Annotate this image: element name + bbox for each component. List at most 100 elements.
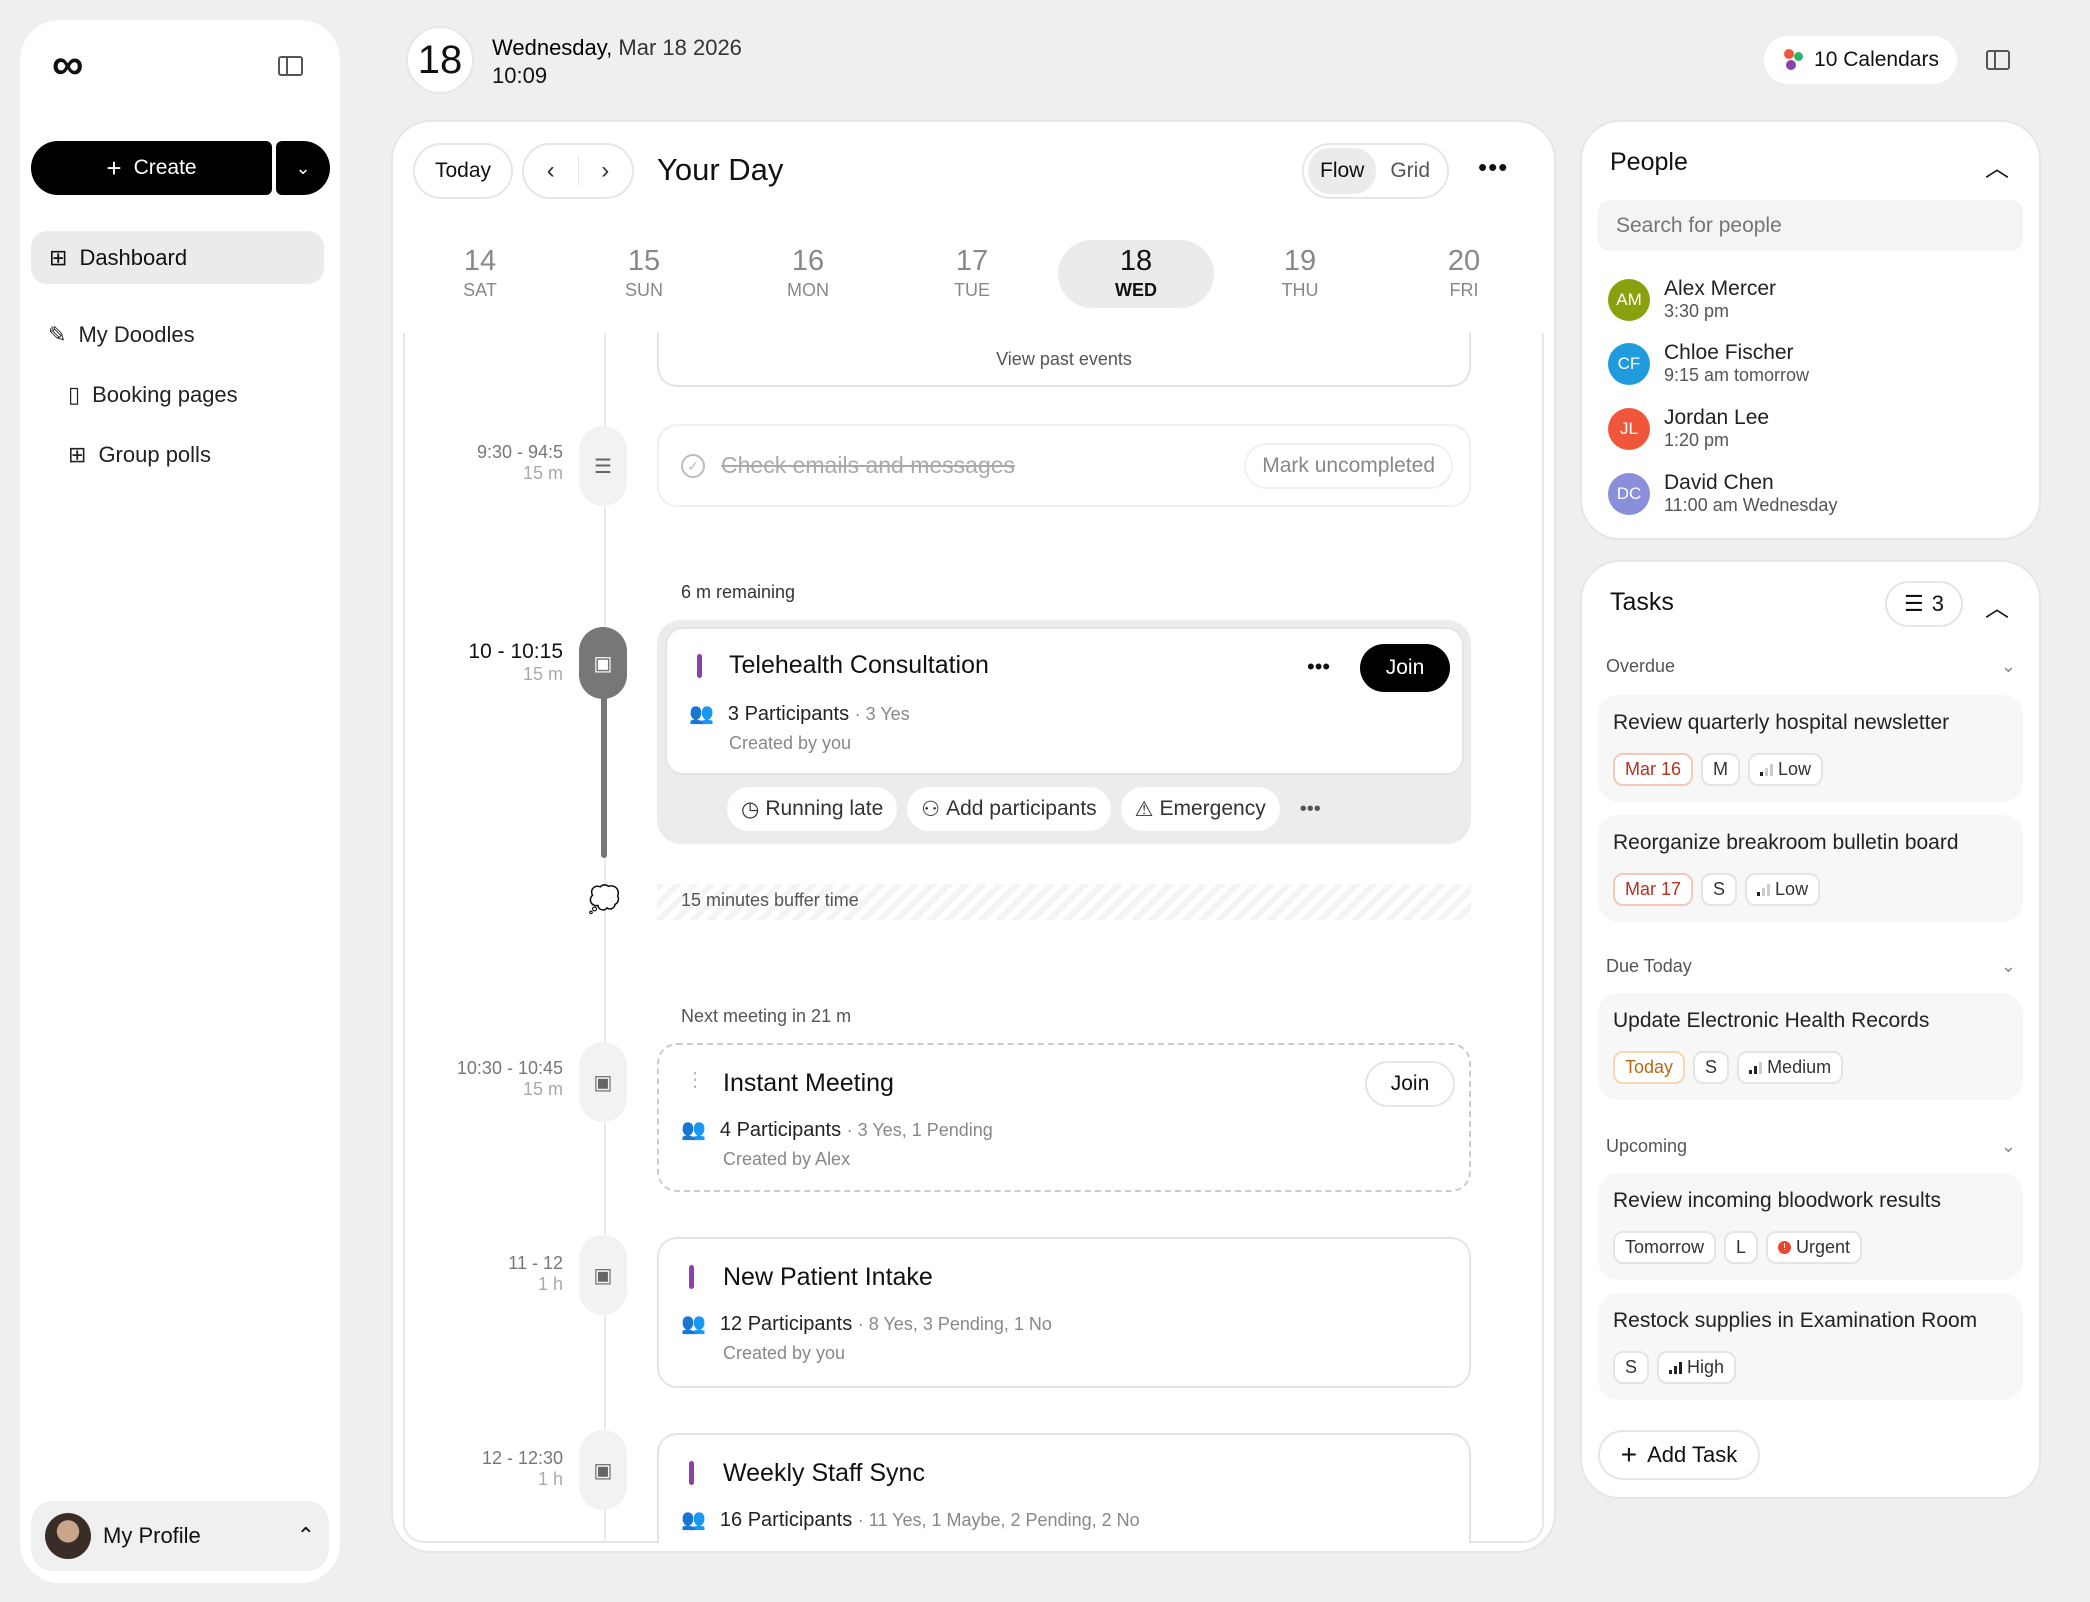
priority-tag: Medium (1737, 1051, 1844, 1084)
check-circle-icon[interactable]: ✓ (681, 453, 705, 478)
event-time: 10:30 - 10:45 15 m (456, 1058, 563, 1099)
chevron-down-icon: ⌄ (2000, 1136, 2016, 1156)
day-tue[interactable]: 17 TUE (954, 245, 990, 300)
avatar: CF (1608, 342, 1650, 385)
add-task-button[interactable]: + Add Task (1598, 1430, 1760, 1480)
due-date-tag: Mar 16 (1613, 753, 1694, 786)
priority-tag: High (1657, 1351, 1737, 1384)
participants-icon: 👥 (681, 1119, 706, 1141)
task-section-header[interactable]: Due Today ⌄ (1606, 956, 2016, 976)
join-button[interactable]: Join (1360, 644, 1450, 692)
day-wed[interactable]: 18 WED (1058, 240, 1214, 308)
urgent-icon: ! (1778, 1241, 1792, 1254)
people-search-input[interactable] (1598, 200, 2023, 251)
size-tag: M (1701, 753, 1741, 786)
due-date-tag: Tomorrow (1613, 1231, 1717, 1264)
priority-icon (1749, 1061, 1763, 1074)
add-participants-button[interactable]: ⚇ Add participants (907, 787, 1111, 831)
page-title: Your Day (657, 152, 784, 187)
chevron-down-icon: ⌄ (2000, 656, 2016, 676)
calendar-event-icon: ▣ (579, 1235, 627, 1315)
day-mon[interactable]: 16 MON (787, 245, 829, 300)
task-item[interactable]: Reorganize breakroom bulletin board Mar 1… (1598, 815, 2023, 922)
logo-icon: ∞ (52, 40, 84, 89)
create-button[interactable]: + Create (31, 141, 272, 195)
task-section-header[interactable]: Overdue ⌄ (1606, 656, 2016, 676)
task-item[interactable]: Restock supplies in Examination Room S Hig… (1598, 1293, 2023, 1400)
avatar: AM (1608, 278, 1650, 321)
event-actions: ◷ Running late ⚇ Add participants ⚠ Emergen… (727, 787, 1321, 831)
sidebar-item-my-doodles[interactable]: ✎ My Doodles (48, 322, 195, 347)
person-item[interactable]: DC David Chen 11:00 am Wednesday (1608, 471, 1837, 516)
warning-icon: ⚠ (1134, 797, 1154, 821)
task-card: ✓ Check emails and messages Mark uncompl… (657, 424, 1471, 507)
poll-icon: ⊞ (68, 442, 87, 467)
right-panel-toggle-icon[interactable] (1986, 50, 2010, 70)
filter-icon: ☰ (1904, 591, 1924, 616)
add-user-icon: ⚇ (921, 797, 941, 821)
date-nav: ‹ › (522, 143, 634, 199)
day-fri[interactable]: 20 FRI (1447, 245, 1481, 300)
next-day-button[interactable]: › (601, 157, 610, 184)
person-item[interactable]: AM Alex Mercer 3:30 pm (1608, 277, 1776, 322)
view-grid-tab[interactable]: Grid (1390, 159, 1431, 182)
size-tag: S (1693, 1051, 1730, 1084)
task-filter-button[interactable]: ☰ 3 (1885, 581, 1963, 627)
event-card-new-patient-intake[interactable]: New Patient Intake 👥 12 Participants · 8 … (657, 1237, 1471, 1388)
due-date-tag: Today (1613, 1051, 1686, 1084)
sidebar-item-dashboard[interactable]: ⊞ Dashboard (31, 231, 324, 284)
task-item[interactable]: Review quarterly hospital newsletter Mar … (1598, 695, 2023, 802)
mark-uncompleted-button[interactable]: Mark uncompleted (1244, 442, 1453, 489)
date-badge: 18 (406, 26, 474, 94)
day-thu[interactable]: 19 THU (1281, 245, 1319, 300)
profile-menu[interactable]: My Profile ⌃ (31, 1501, 329, 1571)
view-toggle: Flow Grid (1302, 143, 1449, 199)
sidebar-item-group-polls[interactable]: ⊞ Group polls (68, 442, 211, 467)
priority-tag: ! Urgent (1766, 1231, 1863, 1264)
person-item[interactable]: JL Jordan Lee 1:20 pm (1608, 406, 1769, 451)
day-sat[interactable]: 14 SAT (463, 245, 497, 300)
current-event-card[interactable]: Telehealth Consultation ••• Join 👥 3 Part… (665, 627, 1464, 775)
event-more-icon[interactable]: ••• (1307, 654, 1331, 679)
calendar-event-icon: ▣ (579, 1430, 627, 1510)
sidebar-item-booking-pages[interactable]: ▯ Booking pages (68, 382, 238, 407)
calendars-button[interactable]: 10 Calendars (1764, 36, 1957, 84)
remaining-label: 6 m remaining (681, 582, 796, 602)
plus-icon: + (1620, 1439, 1638, 1470)
person-item[interactable]: CF Chloe Fischer 9:15 am tomorrow (1608, 341, 1809, 386)
priority-tag: Low (1745, 873, 1821, 906)
more-actions-icon[interactable]: ••• (1299, 798, 1321, 820)
collapse-tasks-icon[interactable]: ︿ (1985, 595, 2009, 622)
task-item[interactable]: Update Electronic Health Records Today S Me… (1598, 993, 2023, 1100)
next-meeting-label: Next meeting in 21 m (681, 1006, 852, 1026)
participants-icon: 👥 (681, 1509, 706, 1531)
task-section-header[interactable]: Upcoming ⌄ (1606, 1136, 2016, 1156)
priority-icon (1760, 763, 1774, 776)
join-button[interactable]: Join (1365, 1061, 1455, 1107)
avatar (45, 1513, 91, 1559)
event-card-weekly-staff-sync[interactable]: Weekly Staff Sync 👥 16 Participants · 11 … (657, 1433, 1471, 1543)
calendar-event-icon: ▣ (579, 1042, 627, 1122)
task-time: 9:30 - 94:5 15 m (476, 442, 563, 483)
view-flow-tab[interactable]: Flow (1308, 148, 1377, 194)
prev-day-button[interactable]: ‹ (524, 157, 579, 185)
day-sun[interactable]: 15 SUN (624, 245, 663, 300)
drag-handle-icon[interactable]: ⋮ (685, 1069, 705, 1091)
view-past-events-button[interactable]: View past events (657, 333, 1471, 387)
sidebar-toggle-icon[interactable] (278, 56, 303, 76)
event-time: 12 - 12:30 1 h (481, 1448, 563, 1489)
header-date: Wednesday, Mar 18 2026 10:09 (492, 35, 742, 88)
task-item[interactable]: Review incoming bloodwork results Tomorro… (1598, 1173, 2023, 1280)
size-tag: S (1701, 873, 1738, 906)
event-card-instant-meeting[interactable]: ⋮ Instant Meeting Join 👥 4 Participants ·… (657, 1043, 1471, 1192)
dashboard-icon: ⊞ (49, 244, 68, 270)
collapse-people-icon[interactable]: ︿ (1985, 155, 2009, 182)
more-options-icon[interactable]: ••• (1478, 152, 1509, 182)
participants-icon: 👥 (689, 703, 714, 725)
create-dropdown-button[interactable]: ⌄ (276, 141, 330, 195)
running-late-button[interactable]: ◷ Running late (727, 787, 898, 831)
size-tag: S (1613, 1351, 1650, 1384)
emergency-button[interactable]: ⚠ Emergency (1120, 787, 1280, 831)
today-button[interactable]: Today (413, 143, 513, 199)
buffer-time: 15 minutes buffer time (657, 884, 1471, 920)
